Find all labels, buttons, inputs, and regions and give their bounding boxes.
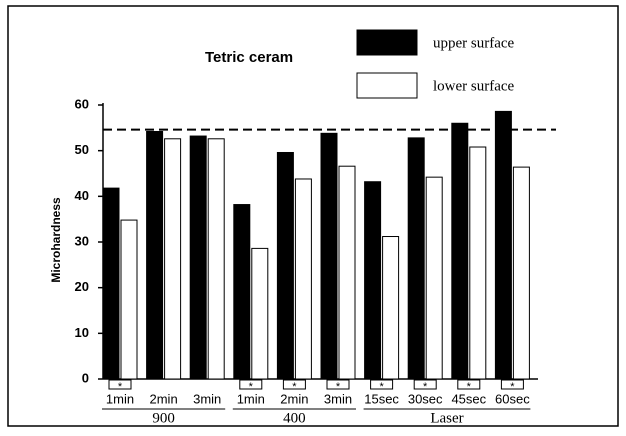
bar	[102, 187, 120, 380]
annotation-box	[239, 379, 263, 390]
legend-swatch	[356, 29, 418, 56]
bar	[164, 138, 182, 380]
bar	[425, 176, 443, 380]
annotation-box	[370, 379, 394, 390]
bar	[251, 247, 269, 380]
bar	[146, 130, 164, 380]
legend-label: upper surface	[433, 35, 515, 51]
y-tick-label: 0	[82, 370, 89, 385]
bar	[364, 181, 382, 380]
x-tick-label: 1min	[237, 391, 265, 406]
y-tick-label: 20	[75, 279, 89, 294]
bar	[407, 137, 425, 380]
x-tick-label: 3min	[324, 391, 352, 406]
annotation: *	[467, 381, 472, 393]
bar	[512, 166, 530, 380]
annotation-box	[326, 379, 350, 390]
y-tick-label: 10	[75, 325, 89, 340]
bar	[469, 146, 487, 380]
x-tick-label: 3min	[193, 391, 221, 406]
y-axis-label: Microhardness	[49, 197, 63, 283]
x-tick-label: 45sec	[451, 391, 486, 406]
chart-title: Tetric ceram	[205, 49, 293, 66]
bar	[338, 165, 356, 380]
group-label: Laser	[430, 410, 463, 426]
x-tick-label: 60sec	[495, 391, 530, 406]
bar	[276, 151, 294, 380]
x-tick-label: 2min	[150, 391, 178, 406]
legend-swatch	[356, 72, 418, 99]
annotation: *	[510, 381, 515, 393]
frame	[7, 5, 619, 427]
group-label: 400	[283, 410, 306, 426]
annotation: *	[336, 381, 341, 393]
annotation: *	[423, 381, 428, 393]
annotation-box	[413, 379, 437, 390]
annotation: *	[379, 381, 384, 393]
annotation-box	[108, 379, 132, 390]
annotation: *	[249, 381, 254, 393]
bar	[120, 219, 138, 380]
bar	[320, 132, 338, 380]
annotation-box	[457, 379, 481, 390]
y-tick-label: 30	[75, 233, 89, 248]
x-tick-label: 30sec	[408, 391, 443, 406]
x-tick-label: 1min	[106, 391, 134, 406]
annotation: *	[292, 381, 297, 393]
annotation: *	[118, 381, 123, 393]
y-tick-label: 40	[75, 188, 89, 203]
x-tick-label: 15sec	[364, 391, 399, 406]
bar	[189, 135, 207, 380]
y-tick-label: 50	[75, 142, 89, 157]
annotation-box	[282, 379, 306, 390]
bar	[494, 110, 512, 380]
legend-label: lower surface	[433, 78, 515, 94]
bar	[451, 122, 469, 380]
bar	[382, 236, 400, 380]
bar	[233, 204, 251, 380]
y-tick-label: 60	[75, 96, 89, 111]
bar	[294, 178, 312, 380]
annotation-box	[500, 379, 524, 390]
bar	[207, 138, 225, 380]
x-tick-label: 2min	[280, 391, 308, 406]
group-label: 900	[152, 410, 175, 426]
